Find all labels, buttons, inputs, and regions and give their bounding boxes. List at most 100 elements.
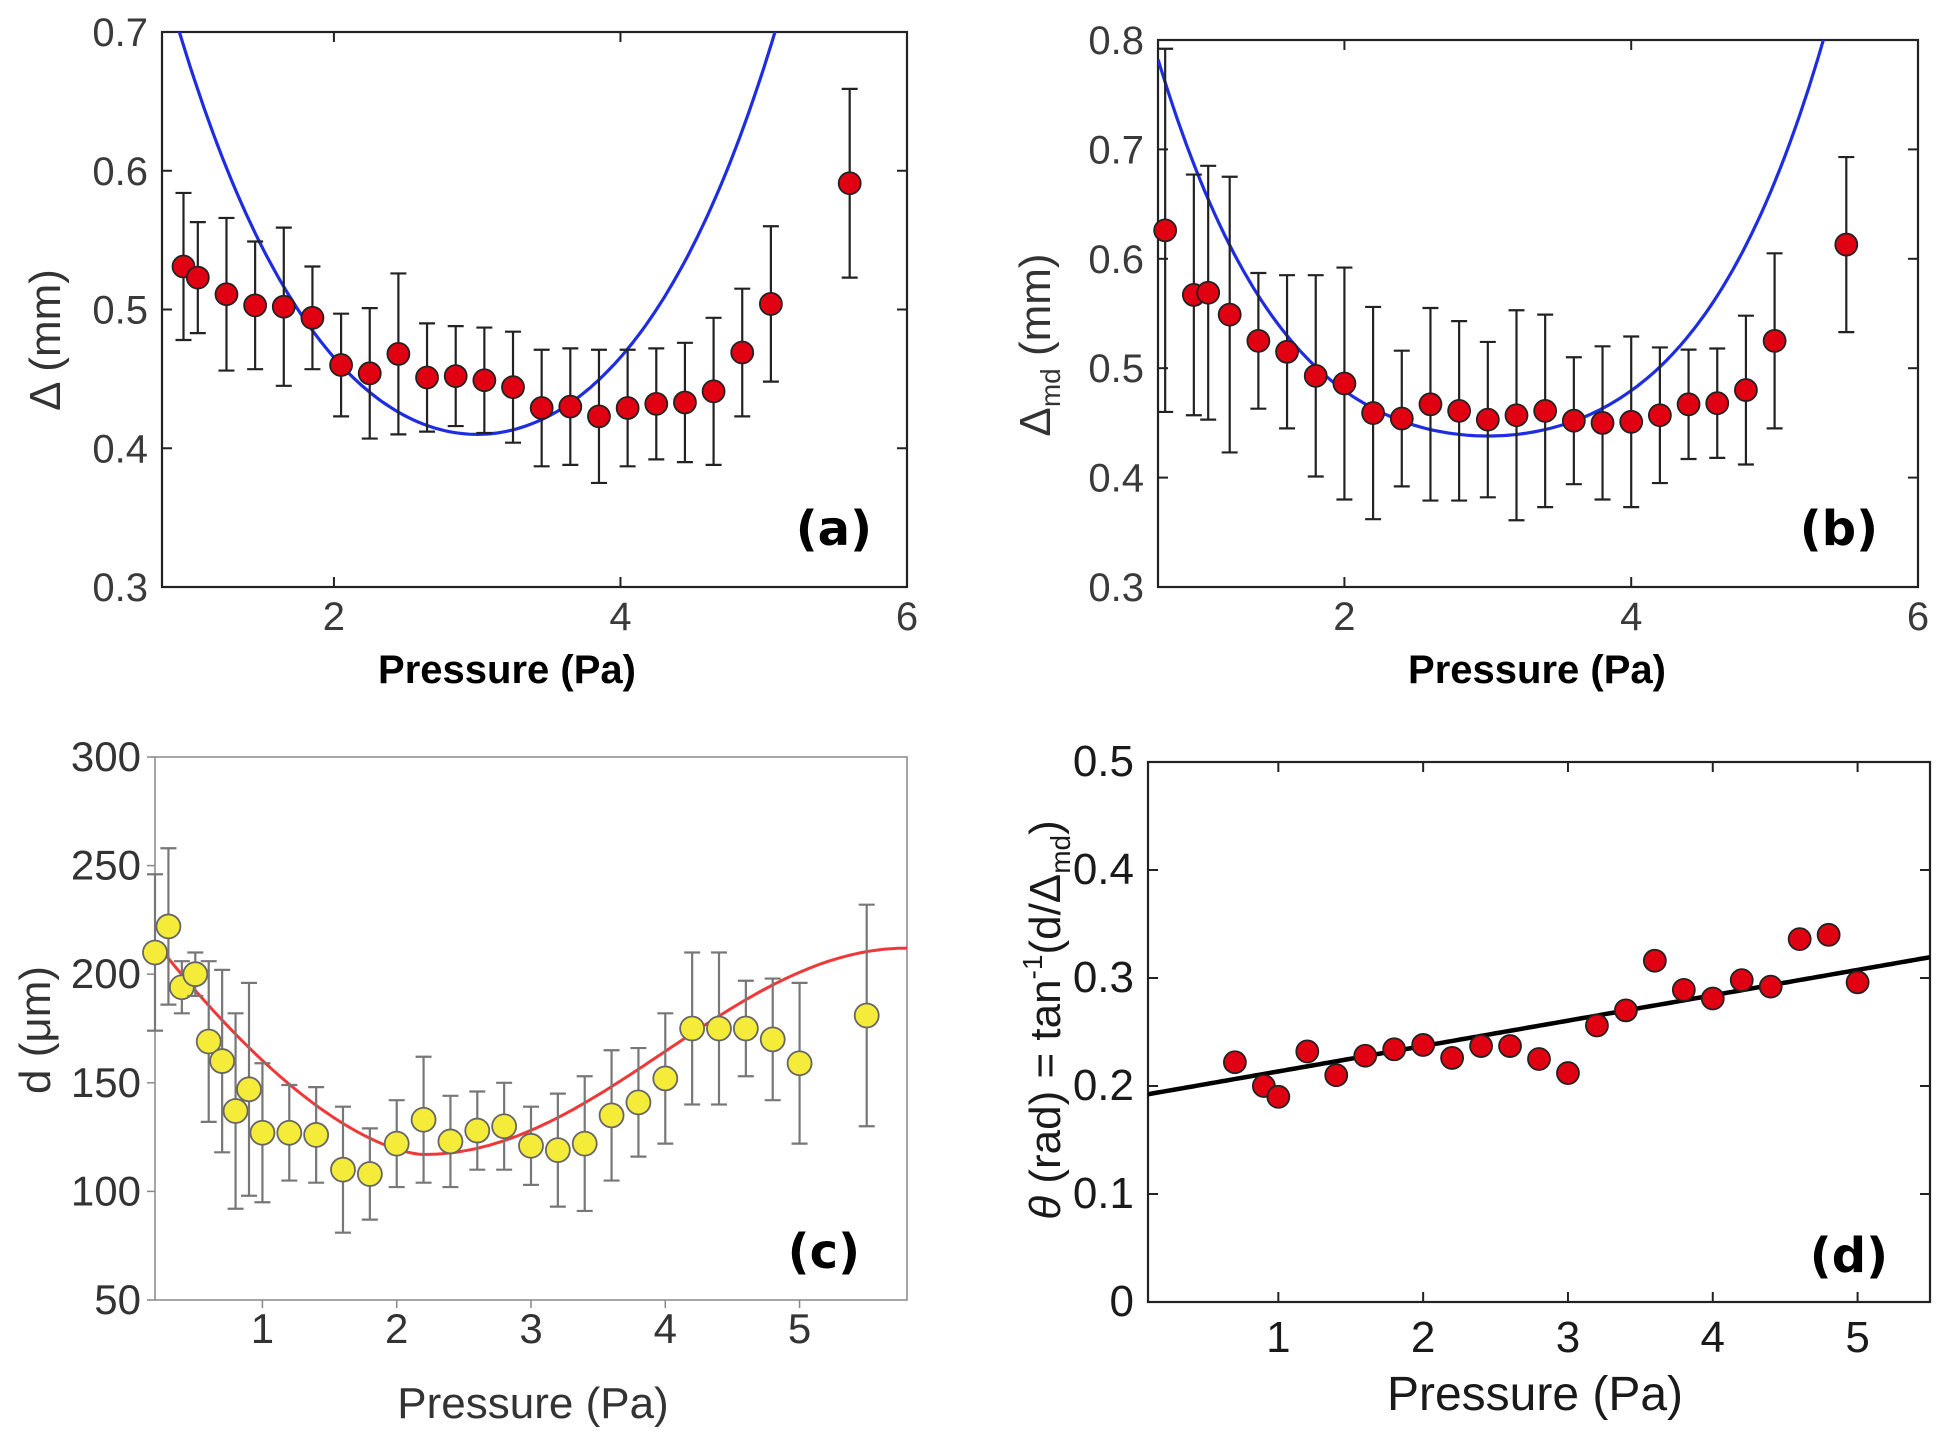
panel-c-xlabel: Pressure (Pa) xyxy=(397,1379,668,1428)
y-tick-label: 0 xyxy=(1110,1277,1134,1326)
data-point xyxy=(730,340,755,365)
panel-b-fit-curve xyxy=(1158,40,1826,438)
data-point xyxy=(529,396,554,420)
data-point xyxy=(1389,406,1414,431)
data-point xyxy=(759,1026,786,1053)
data-point xyxy=(330,1156,356,1183)
data-point xyxy=(386,341,411,366)
data-point xyxy=(1619,409,1644,434)
data-point xyxy=(1834,232,1859,257)
data-point xyxy=(853,1002,880,1029)
y-tick-label: 50 xyxy=(94,1276,141,1323)
data-point xyxy=(1671,977,1696,1002)
data-point xyxy=(732,1015,759,1042)
panel-c-label: (c) xyxy=(788,1224,860,1280)
y-tick-label: 0.5 xyxy=(1073,737,1134,786)
data-point xyxy=(1762,328,1787,353)
panel-c-plot-area: 1 2 3 4 5 50 100 150 200 250 300 xyxy=(71,733,908,1352)
panel-d-xlabel: Pressure (Pa) xyxy=(1387,1368,1683,1421)
panel-d-ylabel: θ (rad) = tan-1(d/Δmd) xyxy=(1017,820,1076,1220)
data-point xyxy=(300,305,325,330)
data-point xyxy=(357,361,382,386)
panel-b-label: (b) xyxy=(1800,501,1878,557)
y-tick-label: 0.6 xyxy=(1088,238,1144,282)
y-tick-label: 0.2 xyxy=(1073,1061,1134,1110)
panel-b-xlabel: Pressure (Pa) xyxy=(1408,648,1666,692)
data-point xyxy=(243,293,268,318)
data-point xyxy=(501,375,525,400)
data-point xyxy=(706,1015,732,1042)
y-tick-label: 200 xyxy=(71,950,141,997)
data-point xyxy=(786,1050,813,1077)
panel-a-ylabel: Δ (mm) xyxy=(21,269,70,411)
data-point xyxy=(758,292,783,316)
data-point xyxy=(249,1119,276,1146)
panel-b-ylabel: Δmd (mm) xyxy=(1011,253,1066,436)
data-point xyxy=(214,282,239,307)
panel-a-fit-curve xyxy=(177,32,777,437)
data-point xyxy=(195,1028,222,1055)
y-tick-label: 0.3 xyxy=(1088,566,1144,610)
data-point xyxy=(587,404,611,429)
data-point xyxy=(1700,986,1725,1011)
data-point xyxy=(1411,1033,1436,1057)
data-point xyxy=(625,1089,652,1116)
y-tick-label: 0.5 xyxy=(92,289,148,333)
data-point xyxy=(415,365,439,390)
panel-c: 1 2 3 4 5 50 100 150 200 250 300 d (μm) Pressure (Pa… xyxy=(11,733,908,1428)
y-tick-label: 300 xyxy=(71,733,141,780)
x-tick-label: 2 xyxy=(1411,1313,1435,1362)
x-tick-label: 1 xyxy=(1266,1313,1290,1362)
data-point xyxy=(1533,398,1558,423)
data-point xyxy=(1222,1050,1247,1075)
data-point xyxy=(1382,1037,1407,1062)
data-point xyxy=(1556,1061,1580,1085)
data-point xyxy=(1475,407,1500,432)
x-tick-label: 1 xyxy=(251,1305,274,1352)
panel-a-label: (a) xyxy=(796,501,872,557)
data-point xyxy=(276,1119,303,1146)
data-point xyxy=(1361,401,1385,425)
x-tick-label: 5 xyxy=(788,1305,811,1352)
data-point xyxy=(182,961,209,988)
x-tick-label: 3 xyxy=(1556,1313,1580,1362)
panel-b-frame xyxy=(1156,38,1920,589)
y-tick-label: 0.4 xyxy=(1088,457,1144,501)
panel-b: 2 4 6 0.3 0.4 0.5 0.6 0.7 0.8 Δmd (mm) Pressure (P… xyxy=(1011,19,1929,692)
data-point xyxy=(1196,280,1221,305)
data-point xyxy=(1498,1034,1522,1058)
panel-c-ylabel: d (μm) xyxy=(11,966,60,1094)
data-point xyxy=(303,1122,330,1148)
y-tick-label: 150 xyxy=(71,1059,141,1106)
y-tick-label: 0.7 xyxy=(1088,128,1144,172)
data-point xyxy=(1217,302,1242,327)
data-point xyxy=(615,396,640,420)
x-tick-label: 2 xyxy=(323,595,345,639)
data-point xyxy=(1418,392,1443,417)
data-point xyxy=(437,1128,464,1155)
data-point xyxy=(673,390,697,415)
panel-d-frame xyxy=(1146,760,1932,1304)
data-point xyxy=(1303,363,1328,388)
data-point xyxy=(1816,922,1841,947)
x-tick-label: 4 xyxy=(654,1305,677,1352)
panel-d-fit-curve xyxy=(1148,954,1930,1097)
data-point xyxy=(1275,339,1299,364)
data-point xyxy=(271,294,296,319)
data-point xyxy=(1585,1013,1609,1038)
data-point xyxy=(1527,1047,1551,1071)
data-point xyxy=(1590,410,1615,435)
data-point xyxy=(410,1106,437,1133)
data-point xyxy=(222,1098,249,1124)
data-point xyxy=(1561,408,1586,433)
data-point xyxy=(571,1130,598,1157)
x-tick-label: 4 xyxy=(609,595,631,639)
data-point xyxy=(1705,391,1730,416)
data-point xyxy=(1353,1043,1378,1068)
x-tick-label: 2 xyxy=(1333,595,1355,639)
data-point xyxy=(518,1132,544,1159)
data-point xyxy=(1734,378,1758,402)
data-point xyxy=(329,353,353,377)
data-point xyxy=(491,1113,518,1140)
x-tick-label: 4 xyxy=(1701,1313,1725,1362)
